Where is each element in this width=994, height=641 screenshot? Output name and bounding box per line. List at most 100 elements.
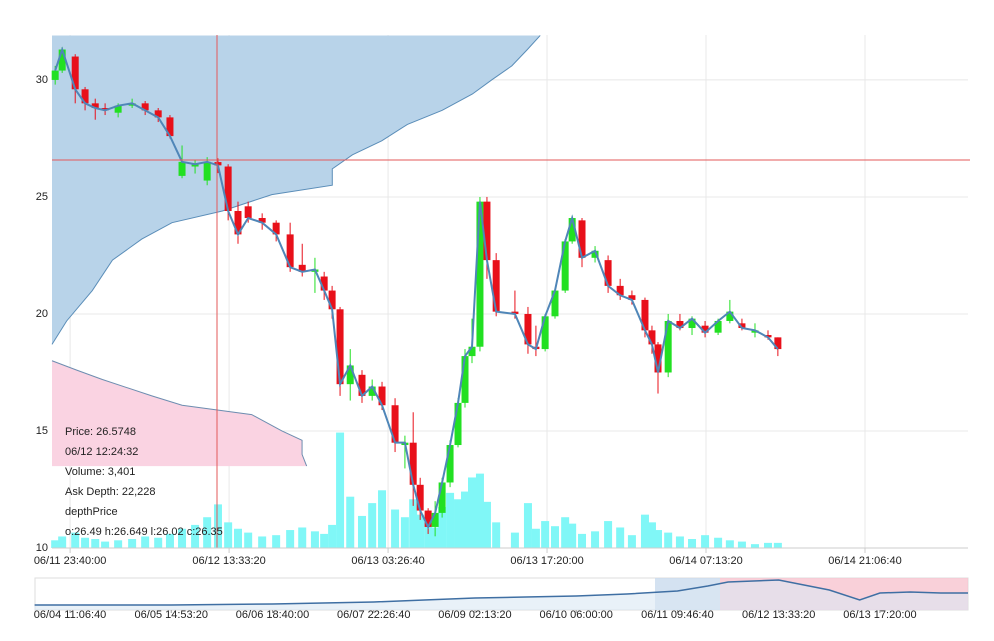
candle-body (738, 323, 746, 329)
candle-body (492, 260, 500, 312)
candle-body (616, 285, 624, 296)
navigator-tick-label: 06/04 11:06:40 (34, 609, 107, 621)
candle-body (648, 330, 656, 345)
volume-bar (400, 517, 409, 548)
volume-bar (336, 432, 345, 548)
candle-body (91, 103, 99, 109)
volume-bar (627, 535, 636, 548)
candle-body (358, 374, 366, 396)
candle-body (561, 241, 569, 291)
volume-bar (541, 521, 550, 548)
candle-body (58, 49, 66, 71)
volume-bar (203, 517, 212, 548)
volume-bar (431, 527, 440, 548)
volume-bar (213, 504, 222, 548)
volume-bar (416, 514, 425, 548)
candle-body (214, 162, 222, 166)
candle-body (128, 103, 136, 106)
volume-bar (446, 492, 455, 548)
x-tick-label: 06/11 23:40:00 (34, 555, 107, 567)
volume-bar (191, 524, 200, 548)
volume-bar (475, 473, 484, 548)
volume-bar (141, 536, 150, 548)
volume-bar (71, 532, 80, 548)
volume-bar (244, 532, 253, 548)
candle-body (154, 110, 162, 118)
volume-bar (461, 491, 470, 548)
x-tick-label: 06/12 13:33:20 (192, 555, 265, 567)
candle-body (114, 105, 122, 113)
navigator-tick-label: 06/06 18:40:00 (236, 609, 309, 621)
navigator-tick-label: 06/11 09:46:40 (641, 609, 714, 621)
y-tick-label: 20 (36, 308, 48, 320)
volume-bar (378, 490, 387, 548)
volume-bar (725, 540, 734, 548)
candle-body (438, 482, 446, 513)
candle-body (244, 206, 252, 219)
candle-body (328, 290, 336, 310)
volume-bar (101, 541, 110, 548)
volume-bar (391, 509, 400, 548)
candle-body (203, 161, 211, 181)
ask-depth-area (52, 360, 307, 467)
navigator-line (34, 579, 968, 606)
tooltip-text: Price: 26.5748 (65, 426, 136, 438)
volume-bar (272, 535, 281, 548)
volume-bar (424, 522, 433, 548)
price-line (54, 46, 779, 530)
candle-body (751, 330, 759, 333)
candle-body (101, 108, 109, 111)
candle-body (391, 405, 399, 443)
volume-bar (531, 528, 540, 548)
tooltip-text: o:26.49 h:26.649 l:26.02 c:26.35 (65, 526, 223, 538)
candle-body (726, 311, 734, 321)
candle-body (591, 250, 599, 258)
volume-bar (688, 539, 697, 548)
volume-bar (654, 530, 663, 548)
tooltip-text: 06/12 12:24:32 (65, 446, 138, 458)
candle-body (701, 325, 709, 333)
candle-body (224, 166, 232, 211)
volume-bar (591, 531, 600, 548)
navigator-tick-label: 06/10 06:00:00 (540, 609, 613, 621)
candle-body (378, 386, 386, 406)
candle-body (541, 316, 549, 350)
candle-body (234, 210, 242, 235)
candle-body (141, 103, 149, 111)
volume-bar (647, 522, 656, 548)
bid-depth-edge (51, 35, 541, 345)
volume-bar (320, 533, 329, 548)
volume-bar (664, 532, 673, 548)
x-tick-label: 06/14 07:13:20 (669, 555, 742, 567)
candle-body (336, 309, 344, 385)
candle-body (71, 56, 79, 90)
candle-body (368, 386, 376, 396)
candle-body (416, 484, 424, 511)
navigator-tick-label: 06/12 13:33:20 (742, 609, 815, 621)
volume-bar (550, 526, 559, 548)
volume-bar (165, 533, 174, 548)
candle-body (664, 320, 672, 373)
volume-bar (454, 499, 463, 548)
candle-body (774, 337, 782, 350)
candle-body (483, 201, 491, 261)
volume-bar (510, 532, 519, 548)
candle-body (688, 318, 696, 329)
volume-bar (764, 542, 773, 548)
navigator-tick-label: 06/13 17:20:00 (843, 609, 916, 621)
volume-bar (81, 537, 90, 548)
y-tick-label: 10 (36, 542, 48, 554)
candle-body (286, 234, 294, 268)
candle-body (641, 299, 649, 331)
candle-body (461, 356, 469, 403)
candle-body (628, 295, 636, 300)
volume-bar (616, 527, 625, 548)
candle-body (476, 201, 484, 347)
navigator-tick-label: 06/07 22:26:40 (337, 609, 410, 621)
volume-bar (154, 537, 163, 548)
candle-body (424, 510, 432, 527)
volume-bar (258, 536, 267, 548)
bid-depth-area (52, 35, 541, 345)
